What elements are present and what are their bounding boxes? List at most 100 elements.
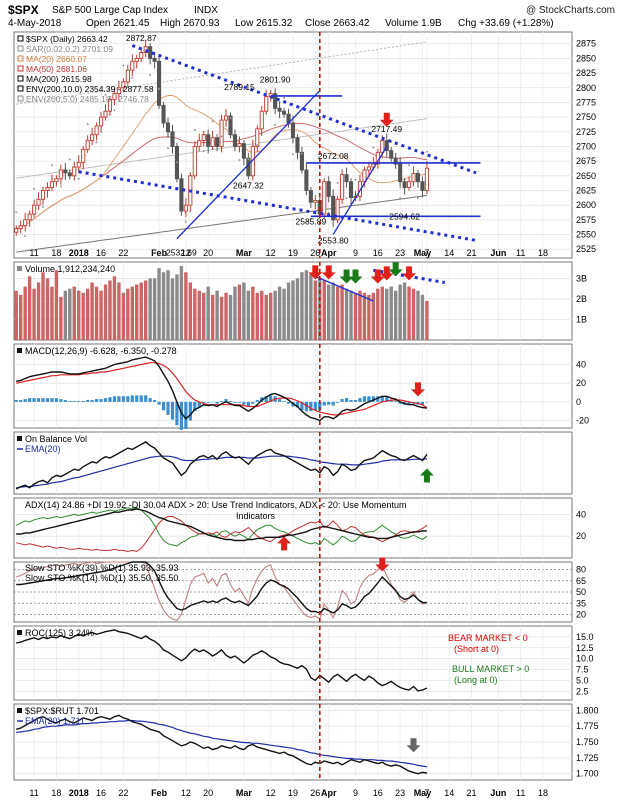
- watermark: @ StockCharts.com: [526, 5, 615, 16]
- price-legend-item: ENV(200,5.0) 2485.18 - 2746.78: [26, 94, 149, 104]
- signal-arrow: [402, 266, 417, 281]
- volume-bar: [402, 282, 407, 340]
- y-tick-label: 35: [576, 598, 586, 608]
- volume-bar: [358, 290, 362, 340]
- legend-swatch: [17, 85, 24, 92]
- candle-body: [54, 178, 59, 183]
- x-tick-label: Feb: [151, 248, 168, 258]
- ma200-line: [16, 194, 427, 253]
- sar-dot: [15, 211, 18, 214]
- panel-legend: EMA(20) 1.711: [25, 716, 85, 726]
- x-tick-label: 19: [288, 248, 298, 258]
- y-tick-label: 2B: [576, 294, 587, 304]
- y-tick-label: 2550: [576, 230, 596, 240]
- y-tick-label: 2850: [576, 53, 596, 63]
- macd-histogram-bar: [99, 399, 103, 402]
- market-annotation: (Long at 0): [454, 675, 498, 685]
- candle-body: [380, 140, 385, 153]
- x-tick-label: 11: [516, 248, 525, 258]
- sar-dot: [149, 73, 152, 76]
- candle-body: [411, 173, 416, 183]
- macd-histogram-bar: [211, 401, 215, 403]
- sar-dot: [59, 185, 62, 188]
- signal-arrow: [410, 382, 425, 397]
- roc-panel: 2.55.07.510.012.515.0 ROC(125) 3.24% BEAR …: [13, 625, 594, 701]
- candle-body: [366, 166, 371, 171]
- price-legend-item: ENV(200,10.0) 2354.39 - 2877.58: [26, 84, 154, 94]
- ohlc-bar: 4-May-2018 Open 2621.45 High 2670.93 Low…: [8, 18, 554, 29]
- sar-dot: [309, 217, 312, 220]
- x-tick-label: 26: [310, 788, 320, 798]
- volume-bar: [170, 278, 175, 340]
- y-tick-label: 1.700: [576, 769, 599, 779]
- candle-body: [23, 219, 28, 227]
- minus-di-line: [16, 516, 428, 553]
- macd-histogram-bar: [394, 400, 398, 402]
- macd-histogram-bar: [242, 401, 246, 405]
- candle-body: [58, 169, 63, 180]
- x-tick-label: 9: [353, 248, 358, 258]
- volume-bar: [380, 286, 384, 340]
- candle-body: [215, 137, 220, 147]
- volume-bar: [309, 274, 313, 340]
- sar-dot: [354, 178, 357, 181]
- legend-swatch: [17, 35, 24, 42]
- macd-histogram-bar: [14, 400, 18, 402]
- volume-bar: [416, 290, 420, 340]
- volume-bar: [166, 270, 170, 340]
- macd-histogram-bar: [170, 401, 175, 420]
- panel-title: On Balance Vol: [25, 434, 87, 444]
- candle-body: [107, 99, 113, 112]
- macd-histogram-bar: [367, 396, 371, 402]
- volume-bar: [331, 282, 335, 340]
- macd-histogram-bar: [278, 399, 282, 402]
- macd-histogram-bar: [304, 401, 308, 412]
- y-tick-label: 2825: [576, 68, 596, 78]
- volume-bar: [210, 294, 215, 340]
- candle-body: [264, 96, 269, 112]
- candle-body: [277, 107, 282, 112]
- candle-body: [237, 143, 242, 147]
- legend-swatch: [17, 55, 24, 62]
- stoch14-line: [16, 561, 428, 622]
- volume-bar: [286, 282, 291, 340]
- volume-bar: [251, 286, 255, 340]
- x-tick-label: 22: [118, 788, 128, 798]
- volume-bar: [362, 292, 367, 340]
- macd-histogram-bar: [425, 401, 429, 403]
- price-extreme-label: 2647.32: [233, 180, 264, 190]
- x-tick-label: 12: [181, 788, 191, 798]
- x-tick-label: 11: [29, 788, 38, 798]
- macd-histogram-bar: [148, 398, 152, 402]
- sar-dot: [104, 93, 107, 96]
- volume-bar: [219, 296, 224, 340]
- candle-body: [340, 174, 345, 200]
- volume-bar: [63, 290, 68, 340]
- sar-dot: [336, 181, 339, 184]
- volume-bar: [206, 286, 210, 340]
- sar-dot: [50, 164, 53, 167]
- x-tick-label: May: [414, 788, 432, 798]
- y-tick-label: 1B: [576, 314, 587, 324]
- macd-histogram-bar: [19, 400, 23, 402]
- macd-histogram-bar: [251, 401, 255, 404]
- sar-dot: [220, 135, 223, 138]
- y-tick-label: 1.750: [576, 737, 599, 747]
- macd-histogram-bar: [295, 401, 300, 408]
- candle-body: [223, 115, 229, 121]
- volume-bar: [304, 270, 309, 340]
- ohlc-high: High 2670.93: [160, 18, 220, 29]
- sar-dot: [363, 185, 366, 188]
- candle-body: [304, 169, 309, 191]
- volume-bar: [282, 288, 286, 340]
- volume-bar: [376, 288, 380, 340]
- volume-bar: [202, 292, 206, 340]
- candle-body: [424, 167, 429, 191]
- ohlc-change: Chg +33.69 (+1.28%): [458, 18, 554, 29]
- sar-dot: [327, 211, 330, 214]
- sar-dot: [381, 156, 384, 159]
- candle-body: [134, 57, 139, 62]
- sar-dot: [68, 158, 71, 161]
